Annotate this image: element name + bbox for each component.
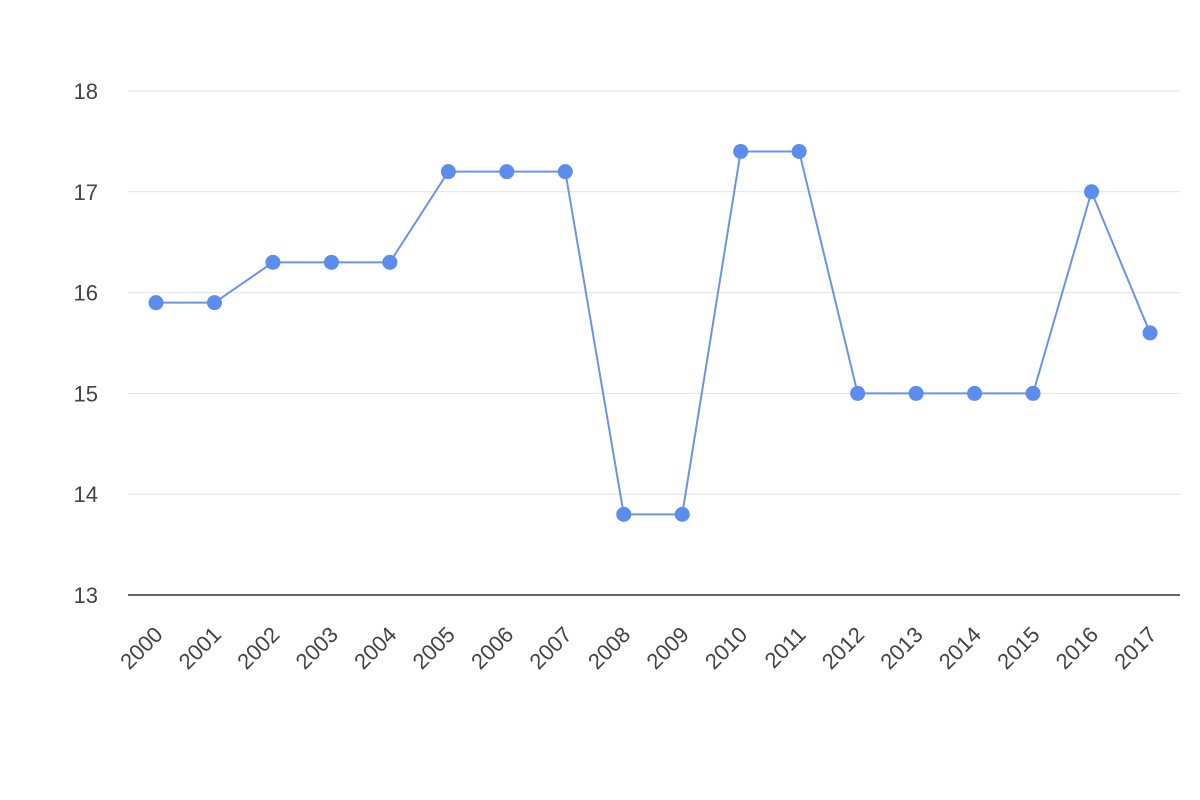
x-tick-label: 2003 xyxy=(291,622,343,674)
data-point xyxy=(382,254,398,270)
y-tick-label: 13 xyxy=(74,583,98,608)
data-point xyxy=(440,164,456,180)
x-tick-label: 2015 xyxy=(992,622,1044,674)
x-tick-label: 2011 xyxy=(760,622,811,673)
x-tick-label: 2014 xyxy=(934,622,986,674)
y-tick-label: 18 xyxy=(74,79,98,104)
y-tick-label: 16 xyxy=(74,281,98,306)
data-points xyxy=(148,143,1158,522)
x-tick-label: 2004 xyxy=(349,622,401,674)
data-point xyxy=(1084,184,1100,200)
data-point xyxy=(1025,385,1041,401)
x-tick-label: 2007 xyxy=(525,622,577,674)
x-tick-labels: 2000 2001 2002 2003 2004 2005 2006 2007 2008 2009… xyxy=(115,622,1161,674)
series-layer xyxy=(156,150,1151,516)
y-tick-labels: 13 14 15 16 17 18 xyxy=(74,79,98,608)
x-tick-label: 2006 xyxy=(466,622,518,674)
data-point xyxy=(674,506,690,522)
data-point xyxy=(733,143,749,159)
x-tick-label: 2017 xyxy=(1109,622,1161,674)
y-tick-label: 14 xyxy=(74,482,98,507)
data-point xyxy=(265,254,281,270)
data-point xyxy=(323,254,339,270)
series-line xyxy=(156,150,1151,516)
y-tick-label: 17 xyxy=(74,180,98,205)
data-point xyxy=(791,143,807,159)
data-point xyxy=(908,385,924,401)
x-tick-label: 2005 xyxy=(408,622,460,674)
data-point xyxy=(206,295,222,311)
data-point xyxy=(557,164,573,180)
x-tick-label: 2012 xyxy=(817,622,869,674)
x-tick-label: 2008 xyxy=(583,622,635,674)
data-point xyxy=(850,385,866,401)
y-tick-label: 15 xyxy=(74,381,98,406)
data-point xyxy=(499,164,515,180)
x-tick-label: 2000 xyxy=(115,622,167,674)
grid-layer xyxy=(128,90,1180,596)
x-tick-label: 2013 xyxy=(875,622,927,674)
x-tick-label: 2010 xyxy=(700,622,752,674)
x-tick-label: 2016 xyxy=(1051,622,1103,674)
data-point xyxy=(1142,325,1158,341)
data-point xyxy=(616,506,632,522)
x-tick-label: 2001 xyxy=(174,622,226,674)
data-point xyxy=(967,385,983,401)
x-tick-label: 2002 xyxy=(232,622,284,674)
data-point xyxy=(148,295,164,311)
x-tick-label: 2009 xyxy=(641,622,693,674)
